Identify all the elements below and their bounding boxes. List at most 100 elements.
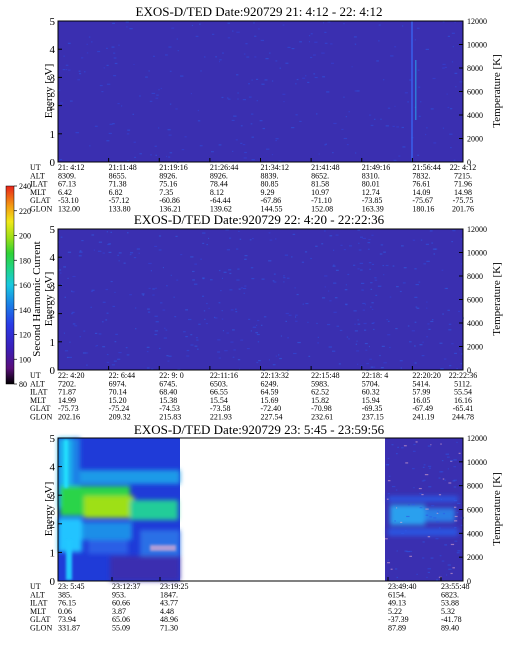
noise-speck: [186, 349, 190, 352]
noise-speck: [190, 256, 194, 258]
noise-speck: [459, 349, 461, 351]
noise-speck: [190, 92, 192, 95]
noise-speck: [136, 248, 141, 250]
noise-speck: [333, 311, 337, 313]
noise-speck: [208, 307, 210, 309]
noise-speck: [221, 318, 224, 320]
noise-speck: [426, 336, 429, 338]
noise-speck: [370, 366, 374, 368]
noise-speck: [387, 464, 390, 466]
noise-speck: [402, 282, 406, 284]
noise-speck: [243, 53, 246, 55]
noise-speck: [284, 254, 289, 256]
table-cell: 244.78: [452, 413, 474, 422]
noise-speck: [113, 57, 117, 59]
right-tick-label: 6000: [467, 506, 483, 515]
noise-speck: [457, 502, 461, 505]
table-row-label: MLT: [30, 188, 46, 197]
noise-speck: [80, 57, 84, 59]
noise-speck: [126, 133, 130, 135]
noise-speck: [294, 287, 296, 289]
noise-speck: [120, 105, 123, 107]
noise-speck: [268, 232, 271, 234]
noise-speck: [228, 269, 232, 271]
noise-speck: [448, 329, 452, 331]
noise-speck: [106, 361, 110, 364]
noise-speck: [183, 331, 186, 333]
noise-speck: [254, 35, 257, 37]
noise-speck: [391, 485, 396, 488]
noise-speck: [286, 277, 290, 279]
noise-speck: [406, 550, 410, 553]
noise-speck: [438, 527, 441, 529]
table-cell: 6823.: [441, 590, 459, 599]
table-cell: 22:13:32: [261, 371, 289, 380]
noise-speck: [151, 92, 156, 95]
table-cell: -73.85: [362, 196, 383, 205]
noise-speck: [356, 90, 360, 92]
left-tick-label: 2: [50, 519, 56, 531]
noise-speck: [449, 133, 453, 135]
noise-speck: [127, 129, 131, 131]
noise-speck: [250, 123, 253, 125]
noise-speck: [417, 69, 420, 71]
noise-speck: [378, 40, 380, 42]
noise-speck: [277, 354, 280, 356]
noise-speck: [64, 350, 69, 352]
table-cell: 5983.: [311, 379, 329, 388]
noise-speck: [197, 120, 201, 122]
noise-speck: [285, 312, 289, 315]
table-cell: 8926.: [159, 171, 177, 180]
left-tick-label: 5: [50, 224, 56, 236]
noise-speck: [330, 43, 333, 45]
noise-speck: [148, 262, 152, 265]
noise-speck: [422, 466, 425, 468]
noise-speck: [67, 42, 71, 44]
noise-speck: [75, 132, 79, 134]
noise-speck: [421, 493, 424, 496]
noise-speck: [283, 281, 285, 283]
table-cell: 15.38: [159, 396, 177, 405]
noise-speck: [146, 367, 150, 369]
noise-speck: [440, 498, 443, 501]
noise-speck: [59, 158, 63, 161]
noise-speck: [112, 22, 116, 24]
noise-speck: [373, 118, 376, 120]
noise-speck: [345, 116, 347, 118]
noise-speck: [450, 108, 453, 110]
noise-speck: [109, 123, 113, 125]
table-cell: 163.39: [362, 205, 384, 214]
noise-speck: [370, 282, 373, 284]
right-tick-label: 8000: [467, 64, 483, 73]
table-cell: 133.80: [109, 205, 131, 214]
noise-speck: [446, 93, 448, 95]
noise-speck: [132, 113, 135, 115]
left-tick-label: 0: [50, 576, 56, 588]
noise-speck: [452, 567, 455, 569]
noise-speck: [402, 146, 406, 148]
noise-speck: [378, 24, 381, 26]
noise-speck: [423, 464, 426, 466]
noise-speck: [381, 345, 385, 347]
noise-speck: [386, 318, 388, 321]
noise-speck: [228, 237, 232, 239]
noise-speck: [459, 81, 463, 83]
noise-speck: [146, 351, 149, 353]
noise-speck: [312, 54, 316, 56]
noise-speck: [324, 42, 328, 44]
noise-speck: [64, 296, 66, 298]
panel-3-x-ticks: [57, 577, 442, 581]
left-tick-label: 4: [50, 44, 56, 56]
noise-speck: [127, 232, 129, 234]
noise-speck: [308, 35, 311, 37]
noise-speck: [221, 52, 224, 54]
noise-speck: [296, 78, 299, 81]
noise-speck: [345, 304, 348, 306]
noise-speck: [447, 106, 450, 109]
noise-speck: [58, 89, 61, 91]
noise-speck: [441, 269, 444, 271]
noise-speck: [243, 157, 247, 159]
noise-speck: [265, 58, 269, 60]
noise-speck: [346, 143, 349, 146]
